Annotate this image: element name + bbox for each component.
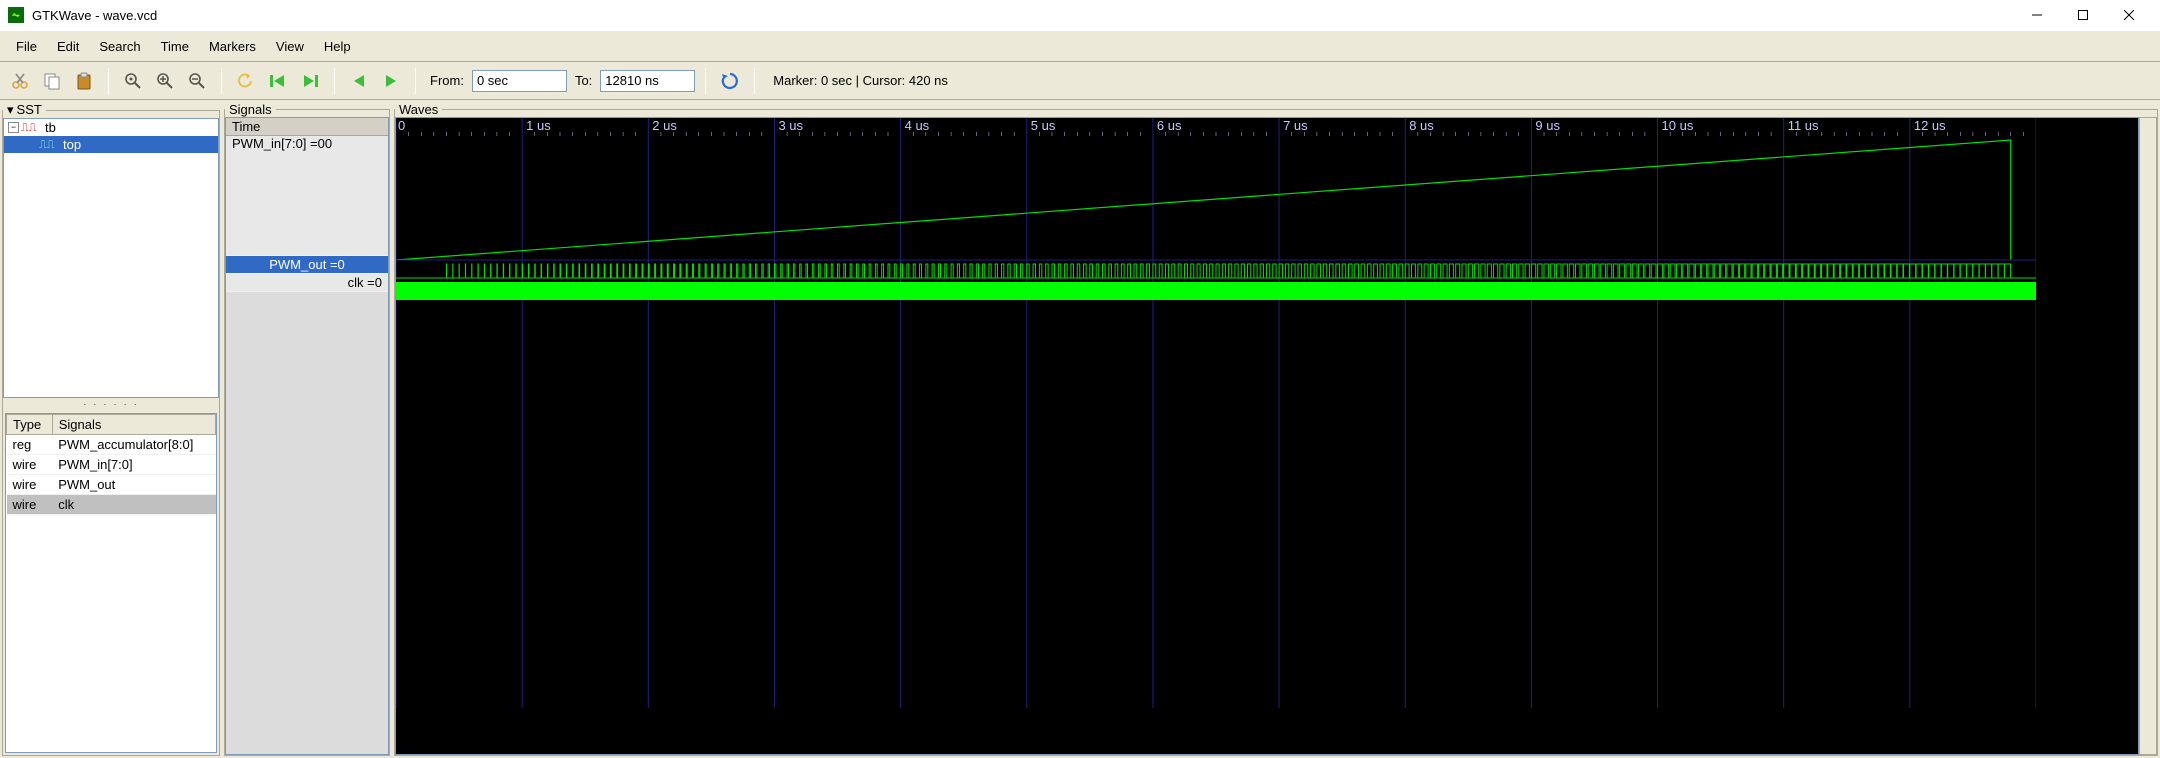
from-label: From: bbox=[430, 73, 464, 88]
svg-text:11 us: 11 us bbox=[1788, 118, 1819, 133]
waves-column: Waves 1 us 2 us 3 us 4 us 5 us 6 us 7 us 8 us 9 … bbox=[392, 100, 2160, 758]
cell-type: wire bbox=[7, 495, 53, 515]
close-button[interactable] bbox=[2106, 0, 2152, 30]
type-signals-table[interactable]: Type Signals regPWM_accumulator[8:0]wire… bbox=[5, 413, 217, 753]
waves-label: Waves bbox=[395, 102, 442, 117]
tree-item-tb[interactable]: −⎍⎍tb bbox=[4, 119, 218, 136]
svg-text:3 us: 3 us bbox=[778, 118, 803, 133]
splitter-handle[interactable]: · · · · · · bbox=[3, 398, 219, 411]
to-label: To: bbox=[575, 73, 592, 88]
signal-row-PWM-out[interactable]: wirePWM_out bbox=[7, 475, 216, 495]
svg-text:6 us: 6 us bbox=[1157, 118, 1182, 133]
menu-search[interactable]: Search bbox=[89, 35, 150, 58]
menu-view[interactable]: View bbox=[266, 35, 314, 58]
menu-help[interactable]: Help bbox=[314, 35, 361, 58]
prev-edge-icon[interactable] bbox=[345, 67, 373, 95]
signal-name-PWM-in-7-0-[interactable]: PWM_in[7:0] =00 bbox=[226, 136, 388, 256]
seek-end-icon[interactable] bbox=[296, 67, 324, 95]
svg-text:7 us: 7 us bbox=[1283, 118, 1308, 133]
signal-row-PWM-accumulator-8-0-[interactable]: regPWM_accumulator[8:0] bbox=[7, 435, 216, 455]
zoom-fit-icon[interactable] bbox=[119, 67, 147, 95]
hierarchy-tree[interactable]: −⎍⎍tb⎍⎍top bbox=[3, 118, 219, 398]
from-input[interactable] bbox=[472, 70, 567, 92]
to-input[interactable] bbox=[600, 70, 695, 92]
signal-row-clk[interactable]: wireclk bbox=[7, 495, 216, 515]
signal-row-PWM-in-7-0-[interactable]: wirePWM_in[7:0] bbox=[7, 455, 216, 475]
cut-icon[interactable] bbox=[6, 67, 34, 95]
main-area: ▾SST −⎍⎍tb⎍⎍top · · · · · · Type Signals… bbox=[0, 100, 2160, 758]
signal-names-list[interactable]: TimePWM_in[7:0] =00PWM_out =0clk =0 bbox=[225, 117, 389, 755]
next-edge-icon[interactable] bbox=[377, 67, 405, 95]
menu-time[interactable]: Time bbox=[151, 35, 199, 58]
signal-name-clk[interactable]: clk =0 bbox=[226, 274, 388, 292]
titlebar: ⏦ GTKWave - wave.vcd bbox=[0, 0, 2160, 30]
reload-icon[interactable] bbox=[716, 67, 744, 95]
svg-text:1 us: 1 us bbox=[526, 118, 551, 133]
cell-type: reg bbox=[7, 435, 53, 455]
collapse-icon[interactable]: ▾ bbox=[7, 102, 14, 118]
tree-item-label: top bbox=[63, 137, 81, 152]
cell-name: PWM_accumulator[8:0] bbox=[52, 435, 215, 455]
left-column: ▾SST −⎍⎍tb⎍⎍top · · · · · · Type Signals… bbox=[0, 100, 222, 758]
svg-text:2 us: 2 us bbox=[652, 118, 677, 133]
svg-text:9 us: 9 us bbox=[1535, 118, 1560, 133]
sst-label: SST bbox=[17, 102, 42, 117]
menu-file[interactable]: File bbox=[6, 35, 47, 58]
module-icon: ⎍⎍ bbox=[21, 121, 43, 135]
vertical-scrollbar[interactable] bbox=[2139, 117, 2157, 755]
col-type[interactable]: Type bbox=[7, 415, 53, 435]
svg-text:0: 0 bbox=[398, 118, 405, 133]
undo-zoom-icon[interactable] bbox=[232, 67, 260, 95]
cell-name: PWM_out bbox=[52, 475, 215, 495]
waveform-canvas[interactable]: 1 us 2 us 3 us 4 us 5 us 6 us 7 us 8 us 9 us 10 u… bbox=[395, 117, 2139, 755]
module-icon: ⎍⎍ bbox=[39, 138, 61, 152]
tree-item-label: tb bbox=[45, 120, 56, 135]
window-title: GTKWave - wave.vcd bbox=[32, 8, 157, 23]
signals-label: Signals bbox=[225, 102, 276, 117]
signal-name-PWM-out[interactable]: PWM_out =0 bbox=[226, 256, 388, 274]
cell-name: clk bbox=[52, 495, 215, 515]
signals-column: Signals TimePWM_in[7:0] =00PWM_out =0clk… bbox=[222, 100, 392, 758]
svg-text:10 us: 10 us bbox=[1662, 118, 1694, 133]
zoom-in-icon[interactable] bbox=[151, 67, 179, 95]
minimize-button[interactable] bbox=[2014, 0, 2060, 30]
app-icon: ⏦ bbox=[8, 7, 24, 23]
cell-type: wire bbox=[7, 475, 53, 495]
sst-panel: ▾SST −⎍⎍tb⎍⎍top · · · · · · Type Signals… bbox=[2, 102, 220, 756]
col-signals[interactable]: Signals bbox=[52, 415, 215, 435]
menubar: FileEditSearchTimeMarkersViewHelp bbox=[0, 30, 2160, 62]
signal-list-header: Time bbox=[226, 118, 388, 136]
maximize-button[interactable] bbox=[2060, 0, 2106, 30]
menu-markers[interactable]: Markers bbox=[199, 35, 266, 58]
svg-text:4 us: 4 us bbox=[905, 118, 930, 133]
cell-name: PWM_in[7:0] bbox=[52, 455, 215, 475]
marker-cursor-status: Marker: 0 sec | Cursor: 420 ns bbox=[773, 73, 948, 88]
svg-text:5 us: 5 us bbox=[1031, 118, 1056, 133]
paste-icon[interactable] bbox=[70, 67, 98, 95]
zoom-out-icon[interactable] bbox=[183, 67, 211, 95]
tree-item-top[interactable]: ⎍⎍top bbox=[4, 136, 218, 153]
menu-edit[interactable]: Edit bbox=[47, 35, 89, 58]
svg-text:12 us: 12 us bbox=[1914, 118, 1946, 133]
tree-toggle-icon[interactable]: − bbox=[8, 122, 19, 133]
cell-type: wire bbox=[7, 455, 53, 475]
copy-icon[interactable] bbox=[38, 67, 66, 95]
svg-text:8 us: 8 us bbox=[1409, 118, 1434, 133]
toolbar: From: To: Marker: 0 sec | Cursor: 420 ns bbox=[0, 62, 2160, 100]
seek-start-icon[interactable] bbox=[264, 67, 292, 95]
